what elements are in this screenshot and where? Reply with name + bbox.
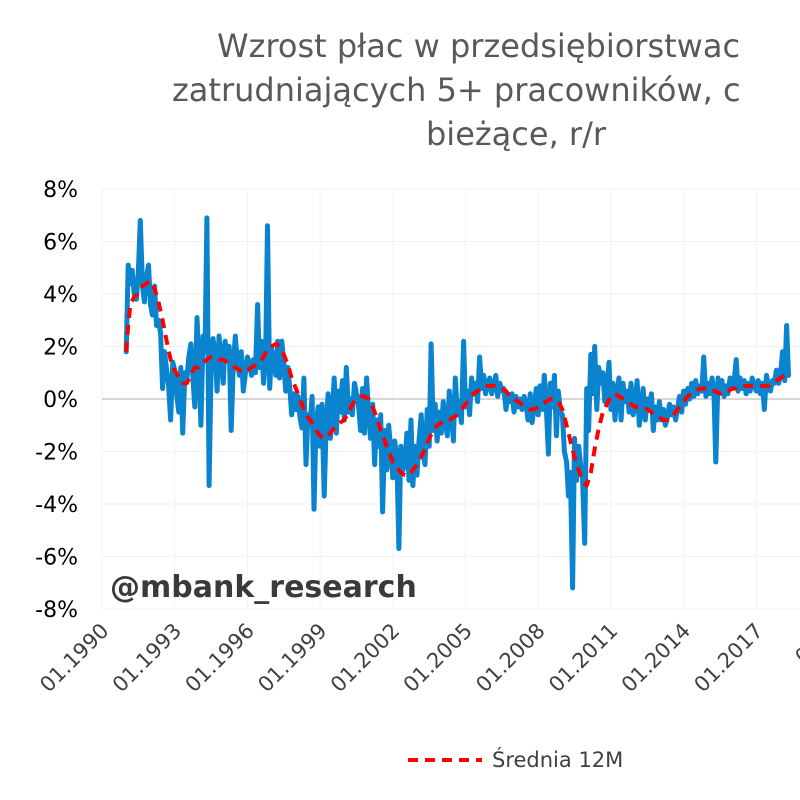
x-tick-label: 01.1999 bbox=[253, 619, 331, 697]
y-tick-label: -8% bbox=[35, 598, 78, 623]
series-line-srednia-12m bbox=[124, 278, 790, 488]
series-lines bbox=[123, 215, 791, 591]
y-tick-label: 2% bbox=[43, 336, 78, 361]
x-tick-label: 01.2002 bbox=[326, 619, 404, 697]
x-tick-label: 01.2 bbox=[790, 619, 800, 669]
x-tick-label: 01.1990 bbox=[35, 619, 113, 697]
y-tick-label: -4% bbox=[35, 493, 78, 518]
x-axis-tick-labels: 01.199001.199301.199601.199901.200201.20… bbox=[35, 619, 800, 697]
x-tick-label: 01.2005 bbox=[399, 619, 477, 697]
x-tick-label: 01.2014 bbox=[617, 619, 695, 697]
x-tick-label: 01.2017 bbox=[689, 619, 767, 697]
y-axis-tick-labels: 8% 6% 4% 2% 0% -2% -4% -6% -8% bbox=[35, 178, 78, 623]
y-tick-label: 6% bbox=[43, 231, 78, 256]
chart-title-line-2: zatrudniających 5+ pracowników, c bbox=[172, 71, 741, 109]
y-tick-label: 8% bbox=[43, 178, 78, 203]
legend: Średnia 12M bbox=[408, 747, 623, 772]
x-tick-label: 01.1993 bbox=[108, 619, 186, 697]
legend-label-srednia-12m: Średnia 12M bbox=[492, 747, 623, 772]
y-tick-label: 4% bbox=[43, 283, 78, 308]
watermark-label: @mbank_research bbox=[110, 570, 417, 605]
chart-title: Wzrost płac w przedsiębiorstwac zatrudni… bbox=[172, 27, 741, 153]
chart-title-line-1: Wzrost płac w przedsiębiorstwac bbox=[217, 27, 740, 65]
x-tick-label: 01.2008 bbox=[471, 619, 549, 697]
x-tick-label: 01.2011 bbox=[544, 619, 622, 697]
series-line-monthly bbox=[123, 215, 791, 591]
y-tick-label: -2% bbox=[35, 441, 78, 466]
chart-title-line-3: bieżące, r/r bbox=[426, 115, 607, 153]
y-tick-label: -6% bbox=[35, 546, 78, 571]
y-tick-label: 0% bbox=[43, 388, 78, 413]
x-tick-label: 01.1996 bbox=[181, 619, 259, 697]
